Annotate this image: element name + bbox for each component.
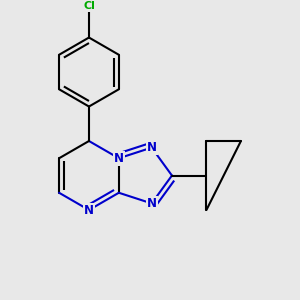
Text: N: N (147, 197, 157, 210)
Text: N: N (114, 152, 124, 165)
Text: Cl: Cl (83, 2, 95, 11)
Text: N: N (84, 203, 94, 217)
Text: N: N (147, 141, 157, 154)
